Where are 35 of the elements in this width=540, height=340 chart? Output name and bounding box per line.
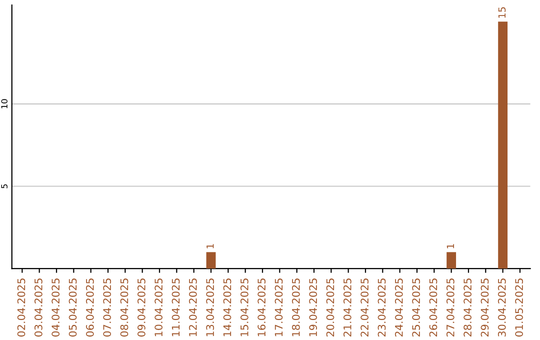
x-tick-label: 20.04.2025 bbox=[326, 278, 334, 337]
x-tick-label: 23.04.2025 bbox=[378, 278, 386, 337]
x-tick-label: 11.04.2025 bbox=[172, 278, 180, 336]
x-tick-label: 21.04.2025 bbox=[343, 278, 352, 337]
x-tick-label: 03.04.2025 bbox=[34, 278, 42, 337]
x-tick-label: 07.04.2025 bbox=[103, 278, 112, 337]
y-tick-label: 10 bbox=[1, 99, 8, 108]
x-tick-label: 02.04.2025 bbox=[17, 278, 26, 337]
x-tick-label: 15.04.2025 bbox=[240, 278, 248, 336]
x-tick-label: 24.04.2025 bbox=[394, 278, 403, 337]
x-tick-label: 27.04.2025 bbox=[446, 278, 454, 337]
x-tick-label: 17.04.2025 bbox=[274, 278, 283, 336]
x-tick-label: 01.05.2025 bbox=[515, 278, 524, 337]
x-tick-label: 22.04.2025 bbox=[360, 278, 369, 337]
x-tick-label: 30.04.2025 bbox=[498, 278, 506, 336]
data-label: 1 bbox=[206, 244, 214, 248]
x-tick-label: 05.04.2025 bbox=[68, 278, 77, 337]
x-tick-label: 29.04.2025 bbox=[480, 278, 489, 337]
y-tick-label: 5 bbox=[1, 184, 8, 188]
x-tick-label: 04.04.2025 bbox=[52, 278, 60, 337]
x-tick-label: 19.04.2025 bbox=[309, 278, 318, 336]
x-tick-label: 09.04.2025 bbox=[137, 278, 146, 337]
x-tick-label: 28.04.2025 bbox=[464, 278, 472, 337]
x-tick-label: 26.04.2025 bbox=[429, 278, 438, 337]
x-tick-label: 25.04.2025 bbox=[412, 278, 420, 337]
x-tick-label: 13.04.2025 bbox=[206, 278, 214, 336]
data-label: 15 bbox=[498, 7, 506, 18]
x-tick-label: 16.04.2025 bbox=[258, 278, 266, 336]
x-tick-label: 06.04.2025 bbox=[86, 278, 94, 337]
x-tick-label: 08.04.2025 bbox=[120, 278, 128, 337]
x-tick-label: 18.04.2025 bbox=[292, 278, 300, 336]
x-tick-label: 14.04.2025 bbox=[223, 278, 232, 336]
x-tick-label: 12.04.2025 bbox=[188, 278, 197, 336]
data-label: 1 bbox=[446, 244, 454, 248]
x-tick-label: 10.04.2025 bbox=[154, 278, 163, 336]
